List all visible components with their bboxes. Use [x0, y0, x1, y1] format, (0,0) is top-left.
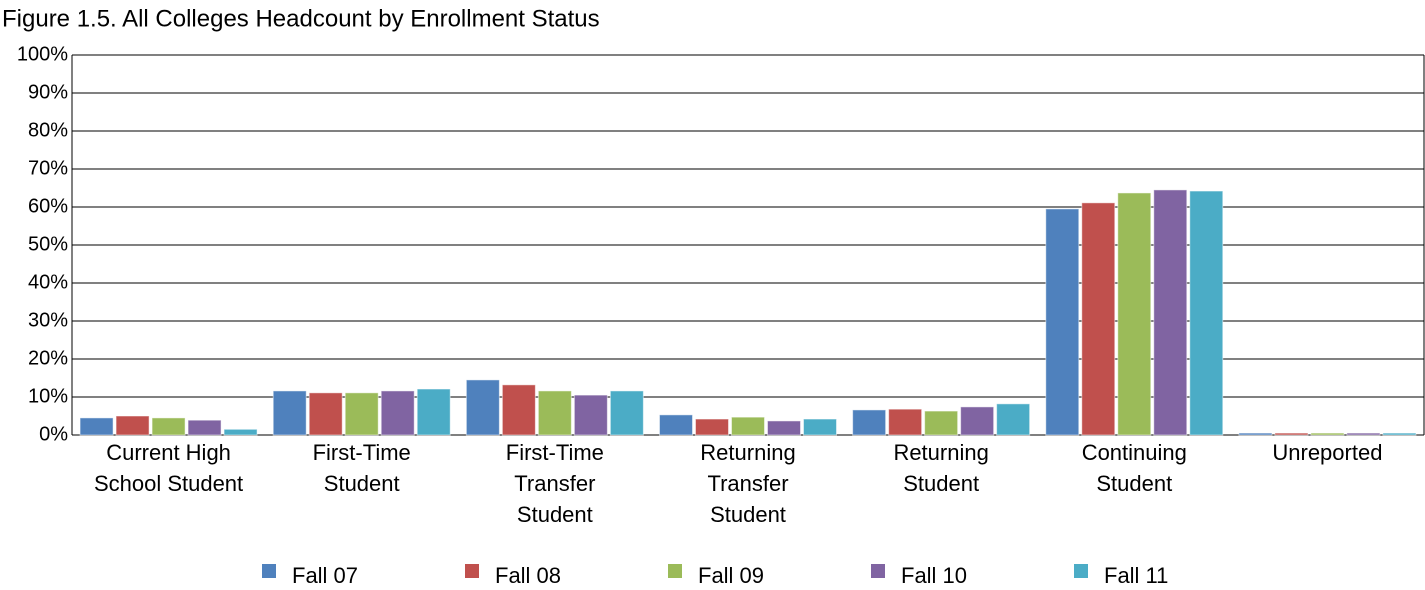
bar	[344, 392, 379, 436]
bar	[731, 416, 765, 436]
x-tick-label: Continuing Student	[1081, 440, 1187, 496]
legend-swatch	[1074, 564, 1088, 578]
bar	[380, 390, 415, 436]
y-tick-label: 20%	[28, 347, 68, 369]
bar	[803, 418, 837, 436]
x-tick-label: Current High School Student	[93, 440, 244, 496]
y-tick-label: 30%	[28, 309, 68, 331]
bar	[1346, 432, 1381, 436]
y-tick-label: 70%	[28, 157, 68, 179]
legend-label: Fall 11	[1104, 563, 1168, 588]
y-tick-label: 90%	[28, 81, 68, 103]
y-tick-label: 60%	[28, 195, 68, 217]
bar	[573, 394, 608, 436]
y-tick-label: 50%	[28, 233, 68, 255]
bar	[115, 415, 150, 436]
bar	[996, 403, 1031, 436]
legend-label: Fall 10	[901, 563, 967, 588]
bar	[272, 390, 307, 436]
y-tick-label: 100%	[17, 43, 68, 65]
bar	[695, 418, 729, 436]
bar	[1238, 432, 1273, 436]
y-tick-label: 0%	[39, 423, 68, 445]
bar	[1045, 208, 1080, 436]
x-tick-label: Returning Transfer Student	[700, 440, 796, 527]
legend-label: Fall 07	[292, 563, 358, 588]
bar	[223, 428, 258, 436]
bar	[537, 390, 572, 436]
bar	[465, 379, 500, 436]
legend-label: Fall 08	[495, 563, 561, 588]
bar	[416, 388, 451, 436]
legend-swatch	[262, 564, 276, 578]
bar	[79, 417, 114, 436]
bar	[659, 414, 693, 436]
bar	[151, 417, 186, 436]
bar	[1081, 202, 1116, 436]
bar	[609, 390, 644, 436]
x-tick-label: Unreported	[1272, 440, 1383, 465]
bar	[924, 410, 959, 436]
bar	[1153, 189, 1188, 436]
bar	[1274, 432, 1309, 436]
x-tick-label: Returning Student	[893, 440, 989, 496]
bar	[960, 406, 995, 436]
y-tick-label: 80%	[28, 119, 68, 141]
bar	[1310, 432, 1345, 436]
bar	[187, 419, 222, 436]
chart-title: Figure 1.5. All Colleges Headcount by En…	[2, 5, 600, 32]
legend-swatch	[465, 564, 479, 578]
legend-label: Fall 09	[698, 563, 764, 588]
x-tick-label: First-Time Student	[312, 440, 411, 496]
legend-swatch	[871, 564, 885, 578]
legend-swatch	[668, 564, 682, 578]
bar	[1189, 190, 1224, 436]
bar	[767, 420, 801, 436]
bar	[888, 408, 923, 436]
y-tick-label: 10%	[28, 385, 68, 407]
bar	[1117, 192, 1152, 436]
y-tick-label: 40%	[28, 271, 68, 293]
bar	[852, 409, 887, 436]
bar	[308, 392, 343, 436]
bar	[501, 384, 536, 436]
bar	[1382, 432, 1417, 436]
x-tick-label: First-Time Transfer Student	[505, 440, 604, 527]
